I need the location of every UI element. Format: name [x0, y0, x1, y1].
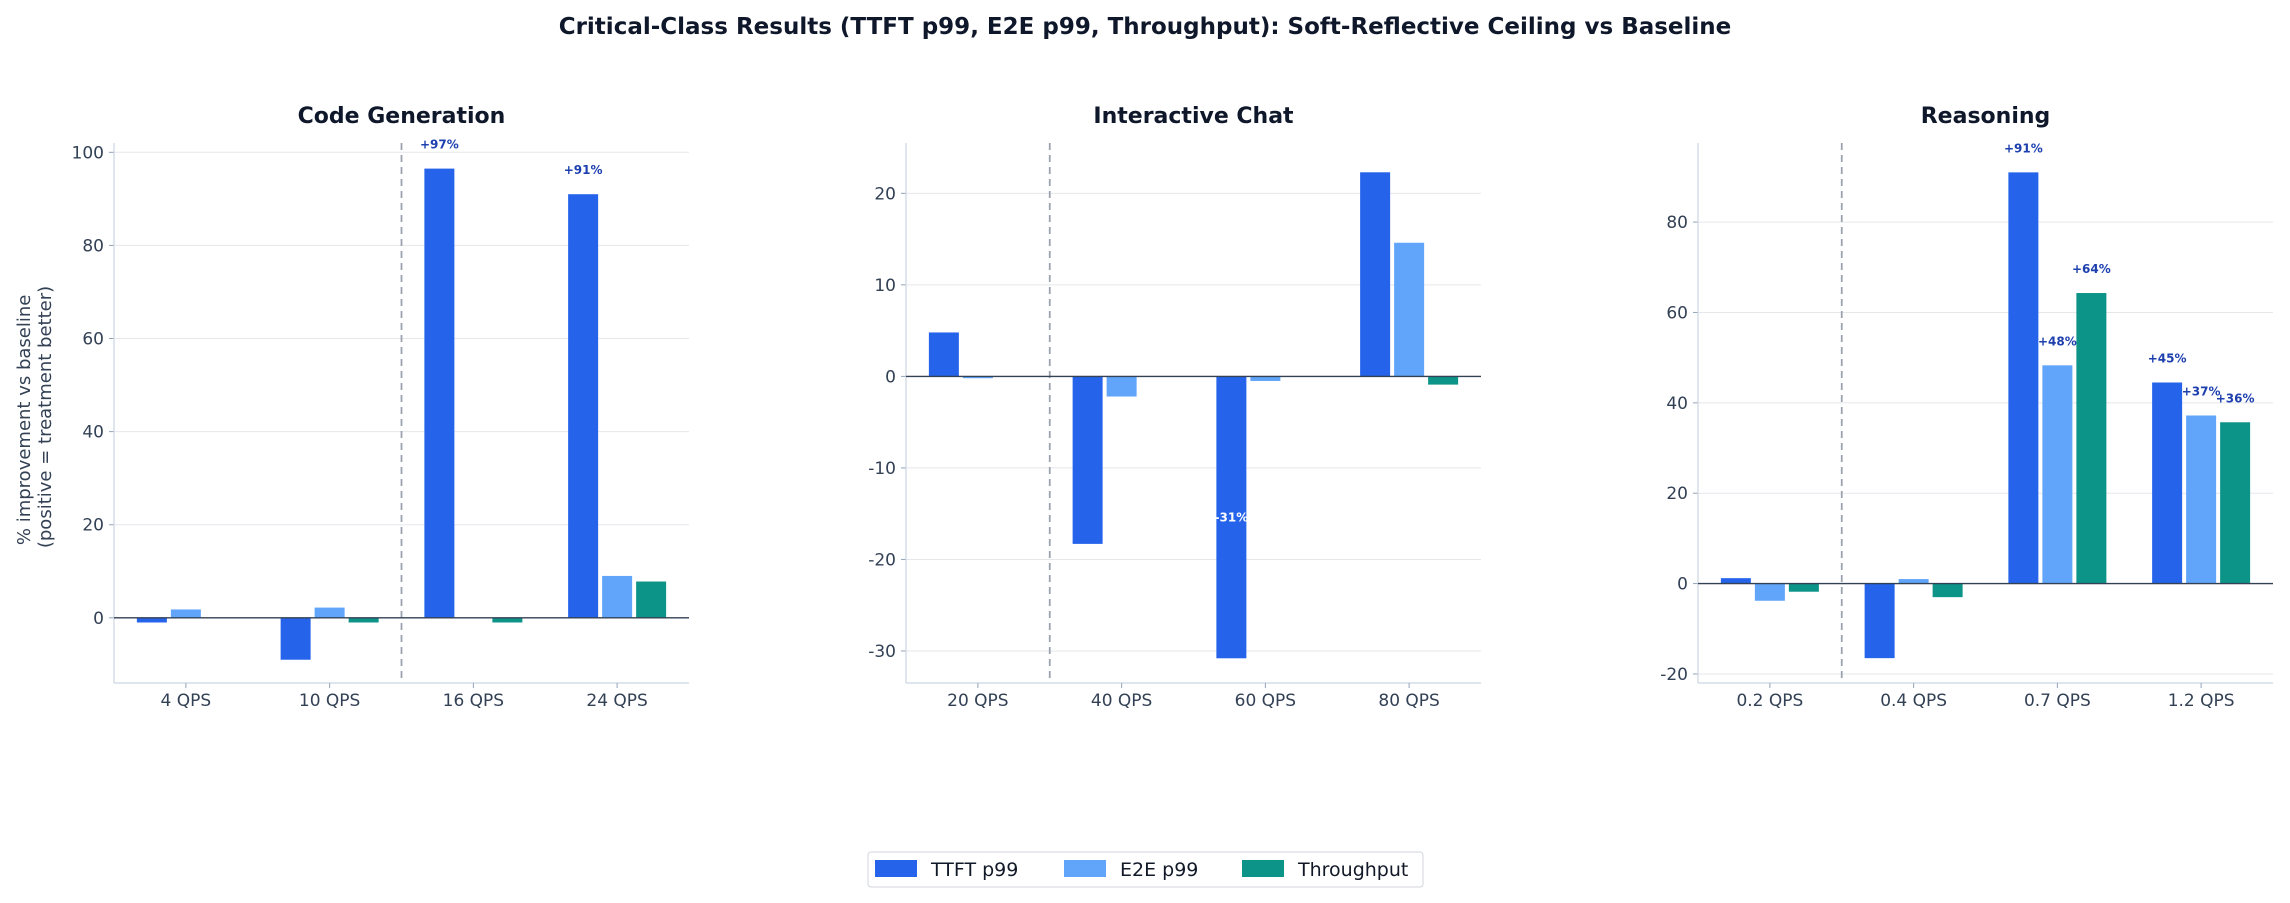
- bar-e2e-p99-0-2-qps: [1754, 583, 1785, 601]
- data-label: +45%: [2148, 351, 2187, 365]
- legend-label-ttft: TTFT p99: [930, 859, 1018, 881]
- y-tick-label: 40: [82, 423, 104, 443]
- y-axis-label-line-1: % improvement vs baseline: [14, 295, 35, 545]
- legend-swatch-e2e: [1064, 860, 1106, 877]
- data-label: +91%: [564, 163, 603, 177]
- data-label: +91%: [2004, 141, 2043, 155]
- bar-e2e-p99-80-qps: [1394, 242, 1425, 377]
- y-tick-label: 60: [1666, 303, 1688, 323]
- bar-e2e-p99-10-qps: [314, 607, 345, 618]
- legend-swatch-ttft: [875, 860, 917, 877]
- x-tick-label: 0.4 QPS: [1880, 691, 1947, 711]
- panel-title: Reasoning: [1921, 104, 2051, 129]
- bar-e2e-p99-20-qps: [962, 376, 993, 379]
- legend-label-throughput: Throughput: [1297, 859, 1408, 881]
- bar-ttft-p99-80-qps: [1360, 172, 1391, 377]
- bar-ttft-p99-24-qps: [568, 194, 599, 618]
- y-tick-label: -30: [868, 642, 896, 662]
- y-tick-label: 80: [82, 236, 104, 256]
- data-label: +48%: [2038, 334, 2077, 348]
- y-tick-label: 20: [82, 516, 104, 536]
- bar-throughput-10-qps: [348, 617, 379, 623]
- data-label: +37%: [2182, 384, 2221, 398]
- bar-e2e-p99-0-7-qps: [2042, 365, 2073, 584]
- bar-ttft-p99-0-4-qps: [1864, 583, 1895, 659]
- bar-ttft-p99-4-qps: [136, 617, 167, 623]
- bar-e2e-p99-0-4-qps: [1898, 579, 1929, 584]
- data-label: -31%: [1215, 510, 1249, 524]
- y-tick-label: -20: [1660, 665, 1688, 685]
- x-tick-label: 60 QPS: [1235, 691, 1296, 711]
- bar-e2e-p99-40-qps: [1106, 376, 1137, 397]
- bar-e2e-p99-4-qps: [170, 609, 201, 618]
- y-tick-label: 60: [82, 330, 104, 350]
- x-tick-label: 10 QPS: [299, 691, 360, 711]
- figure-title: Critical-Class Results (TTFT p99, E2E p9…: [559, 14, 1732, 40]
- bar-throughput-0-4-qps: [1932, 583, 1963, 598]
- x-tick-label: 24 QPS: [586, 691, 647, 711]
- bar-ttft-p99-16-qps: [424, 168, 455, 618]
- y-tick-label: 0: [1677, 575, 1688, 595]
- bar-throughput-0-2-qps: [1788, 583, 1819, 592]
- x-tick-label: 0.7 QPS: [2024, 691, 2091, 711]
- panel-title: Interactive Chat: [1093, 104, 1294, 129]
- y-tick-label: 40: [1666, 394, 1688, 414]
- bar-ttft-p99-60-qps: [1216, 376, 1247, 659]
- data-label: +64%: [2072, 262, 2111, 276]
- x-tick-label: 1.2 QPS: [2168, 691, 2235, 711]
- bar-throughput-1-2-qps: [2220, 422, 2251, 584]
- bar-throughput-0-7-qps: [2076, 293, 2107, 584]
- bar-ttft-p99-1-2-qps: [2152, 382, 2183, 584]
- bar-ttft-p99-0-2-qps: [1720, 578, 1751, 584]
- bar-e2e-p99-24-qps: [602, 575, 633, 618]
- bar-ttft-p99-40-qps: [1072, 376, 1103, 544]
- legend: TTFT p99 E2E p99 Throughput: [867, 851, 1424, 888]
- bar-throughput-80-qps: [1428, 376, 1459, 385]
- bar-ttft-p99-10-qps: [280, 617, 311, 660]
- y-axis-label-line-2: (positive = treatment better): [35, 286, 56, 548]
- bar-ttft-p99-20-qps: [928, 332, 959, 377]
- panel-interactive-chat: Interactive Chat -30 -20 -10 0 10 20 20 QPS 40 Q…: [868, 104, 1481, 711]
- data-label: +97%: [420, 138, 459, 152]
- legend-label-e2e: E2E p99: [1120, 859, 1198, 881]
- y-axis-label: % improvement vs baseline (positive = tr…: [14, 286, 56, 548]
- x-tick-label: 20 QPS: [947, 691, 1008, 711]
- y-tick-label: 20: [874, 184, 896, 204]
- y-tick-label: 10: [874, 276, 896, 296]
- bar-ttft-p99-0-7-qps: [2008, 172, 2039, 584]
- data-label: +36%: [2216, 391, 2255, 405]
- y-tick-label: 100: [72, 143, 104, 163]
- y-tick-label: 0: [93, 609, 104, 629]
- x-tick-label: 4 QPS: [161, 691, 212, 711]
- legend-frame: [867, 851, 1424, 888]
- y-tick-label: 20: [1666, 484, 1688, 504]
- x-tick-label: 40 QPS: [1091, 691, 1152, 711]
- legend-swatch-throughput: [1242, 860, 1284, 877]
- bar-throughput-24-qps: [636, 581, 667, 618]
- y-tick-label: -10: [868, 459, 896, 479]
- x-tick-label: 0.2 QPS: [1736, 691, 1803, 711]
- x-tick-label: 16 QPS: [443, 691, 504, 711]
- bar-e2e-p99-1-2-qps: [2186, 415, 2217, 584]
- y-tick-label: 80: [1666, 213, 1688, 233]
- panel-reasoning: Reasoning -20 0 20 40 60 80 0.2 QPS 0.4 QPS 0.7 Q…: [1660, 104, 2273, 711]
- bar-throughput-16-qps: [492, 617, 523, 623]
- panel-code-generation: Code Generation 0 20 40 60 80 100 4 QPS 10 QPS 16…: [72, 104, 689, 711]
- x-tick-label: 80 QPS: [1378, 691, 1439, 711]
- panel-title: Code Generation: [298, 104, 506, 129]
- y-tick-label: -20: [868, 550, 896, 570]
- bar-e2e-p99-60-qps: [1250, 376, 1281, 381]
- y-tick-label: 0: [885, 367, 896, 387]
